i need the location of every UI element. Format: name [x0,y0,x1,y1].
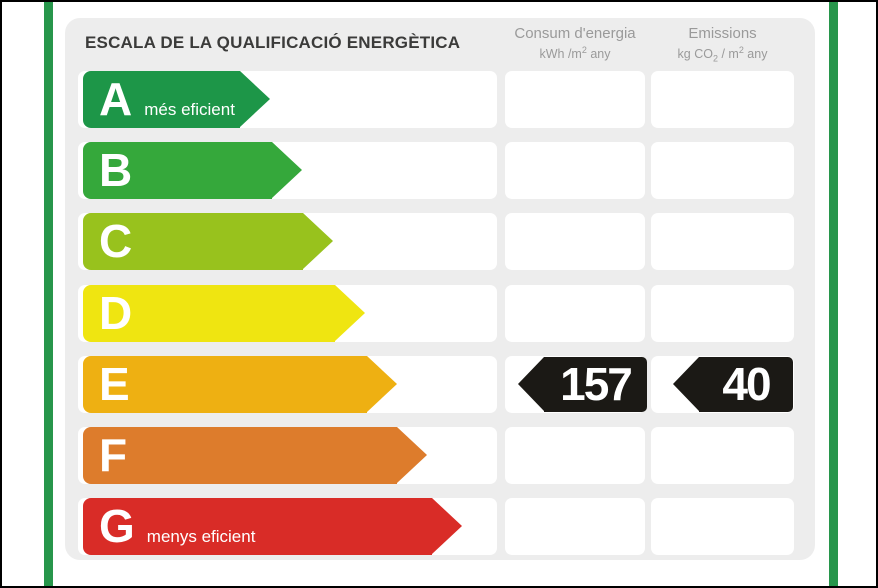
grade-bar-body-e: E [83,355,367,413]
green-frame-right [829,2,838,586]
consumption-cell-d [505,284,645,342]
grade-bar-b: B [83,142,302,200]
scale-row-e: E 157 40 [65,355,815,413]
grade-letter-e: E [99,357,130,410]
grade-bar-e: E [83,355,397,413]
emissions-column-header: Emissions kg CO2 / m2 any [651,25,794,64]
grade-bar-tip-e [367,355,397,412]
consumption-cell-c [505,213,645,271]
consumption-cell-g [505,498,645,556]
emissions-column-label: Emissions [688,25,757,42]
emissions-cell-c [651,213,794,271]
grade-letter-c: C [99,215,133,268]
grade-bar-tip-f [397,427,427,483]
grade-note-g: menys eficient [146,527,256,547]
consumption-cell-b [505,142,645,200]
page-title: ESCALA DE LA QUALIFICACIÓ ENERGÈTICA [85,33,461,52]
grade-letter-b: B [99,144,133,197]
scale-row-f: F [65,427,815,484]
scale-row-d: D [65,284,815,342]
grade-letter-f: F [99,429,128,481]
consumption-column-label: Consum d'energia [514,25,636,42]
grade-bar-tip-a [240,71,270,127]
consumption-badge-value: 157 [560,357,633,410]
consumption-cell-f [505,427,645,484]
scale-row-c: C [65,213,815,271]
emissions-badge: 40 [673,356,793,412]
grade-bar-body-f: F [83,427,397,484]
emissions-badge-value: 40 [722,357,771,410]
consumption-column-header: Consum d'energia kWh /m2 any [505,25,645,61]
grade-letter-d: D [99,286,133,339]
grade-bar-f: F [83,427,427,484]
grade-letter-g: G [99,500,135,553]
scale-panel: ESCALA DE LA QUALIFICACIÓ ENERGÈTICA Con… [65,18,815,560]
grade-bar-body-d: D [83,284,335,342]
emissions-cell-d [651,284,794,342]
grade-bar-tip-g [432,498,462,555]
emissions-cell-a [651,71,794,128]
green-frame-left [44,2,53,586]
grade-note-a: més eficient [144,100,235,119]
consumption-badge: 157 [518,356,647,412]
grade-letter-a: A [99,73,133,125]
consumption-badge-arrow-tip [518,356,544,411]
emissions-column-unit: kg CO2 / m2 any [677,45,768,64]
grade-bar-body-c: C [83,213,303,271]
emissions-cell-b [651,142,794,200]
consumption-badge-body: 157 [544,356,647,412]
emissions-badge-body: 40 [699,356,793,412]
grade-bar-tip-b [272,142,302,199]
grade-bar-tip-c [303,213,333,270]
emissions-cell-g [651,498,794,556]
grade-bar-body-b: B [83,142,272,200]
emissions-badge-arrow-tip [673,356,699,411]
scale-row-b: B [65,142,815,200]
grade-bar-d: D [83,284,365,342]
grade-bar-tip-d [335,284,365,341]
consumption-column-unit: kWh /m2 any [539,45,611,62]
grade-bar-c: C [83,213,333,271]
consumption-cell-a [505,71,645,128]
emissions-cell-f [651,427,794,484]
